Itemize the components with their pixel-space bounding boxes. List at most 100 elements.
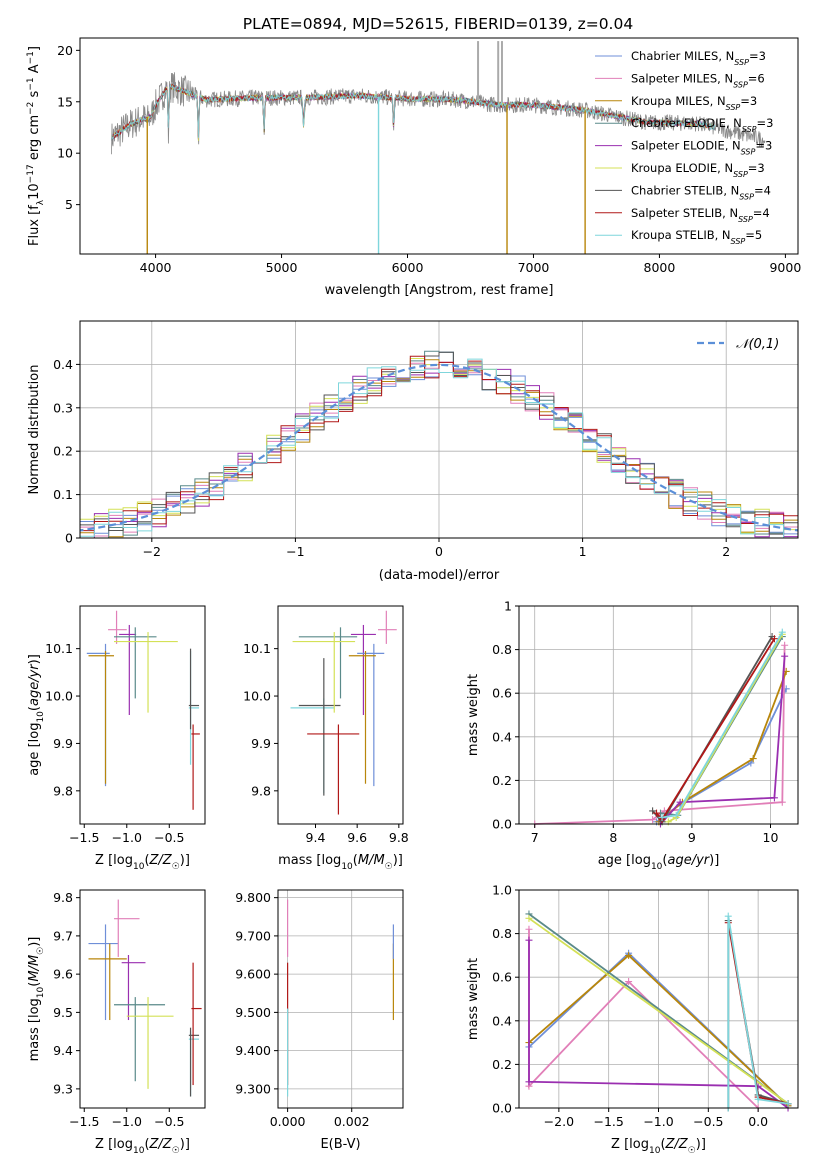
axes-frame bbox=[79, 605, 206, 825]
y-tick-label: 9.8 bbox=[251, 783, 271, 798]
y-tick-label: 0.4 bbox=[492, 729, 512, 744]
y-tick-label: 10.0 bbox=[45, 689, 73, 704]
x-tick-label: −0.5 bbox=[154, 830, 184, 845]
weight_vs_age-frame: 7 8 9 10 0.0 0.2 0.4 0.6 0.8 1 bbox=[492, 599, 799, 845]
weight_vs_age-axes: age [log10(age/yr)] mass weight bbox=[466, 605, 798, 872]
legend-sub: SSP bbox=[741, 147, 756, 156]
label-part: mass [log bbox=[278, 853, 341, 868]
age_vs_Z-points bbox=[86, 610, 200, 810]
x-axis-label: wavelength [Angstrom, rest frame] bbox=[325, 283, 554, 298]
legend-text: Kroupa MILES, N bbox=[631, 94, 726, 108]
y-tick-label: 15 bbox=[57, 94, 73, 109]
label-part: 10 bbox=[649, 1146, 661, 1156]
y-axis-label: mass [log10(M/M☉)] bbox=[27, 937, 46, 1062]
legend-entry: Chabrier MILES, NSSP=3 bbox=[631, 49, 766, 67]
y-axis-label: mass weight bbox=[466, 674, 481, 756]
label-part: Z/Z bbox=[149, 853, 173, 868]
age_vs_mass-points bbox=[290, 610, 397, 815]
weight-line bbox=[528, 917, 789, 1105]
weight-line bbox=[528, 940, 789, 1109]
x-axis-label: E(B-V) bbox=[320, 1137, 360, 1152]
y-tick-label: 0.4 bbox=[53, 357, 73, 372]
label-part: −17 bbox=[26, 164, 36, 183]
weight-marker bbox=[625, 978, 633, 986]
weight_vs_age-lines bbox=[531, 628, 790, 828]
y-tick-label: 10 bbox=[57, 146, 73, 161]
weight-marker bbox=[672, 811, 680, 819]
label-part: )] bbox=[393, 853, 403, 868]
legend-sub: SSP bbox=[742, 125, 757, 134]
weight-marker bbox=[781, 652, 789, 660]
y-tick-label: 0 bbox=[65, 531, 73, 546]
weight-marker bbox=[754, 1095, 762, 1103]
label-part: ( bbox=[662, 853, 667, 868]
y-tick-label: 9.9 bbox=[53, 736, 73, 751]
x-tick-label: −1.0 bbox=[112, 830, 142, 845]
label-part: ( bbox=[144, 853, 149, 868]
legend-sub: SSP bbox=[734, 58, 749, 67]
legend-sub: SSP bbox=[733, 170, 748, 179]
y-tick-label: 20 bbox=[57, 43, 73, 58]
weight-marker bbox=[658, 813, 666, 821]
x-tick-label: −2.0 bbox=[544, 1114, 574, 1129]
y-tick-label: 9.8 bbox=[53, 890, 73, 905]
x-tick-label: −1.5 bbox=[69, 830, 99, 845]
label-part: age/yr bbox=[667, 853, 710, 868]
legend-text: Salpeter MILES, N bbox=[631, 71, 733, 85]
legend-tail: =3 bbox=[748, 161, 765, 175]
weight-line bbox=[534, 645, 786, 825]
label-part: )] bbox=[709, 853, 719, 868]
x-axis-label: Z [log10(Z/Z☉)] bbox=[611, 1137, 706, 1156]
spectrum-plot bbox=[111, 41, 766, 254]
x-tick-label: 8000 bbox=[644, 260, 676, 275]
axes-frame bbox=[277, 605, 404, 825]
legend-entry: Kroupa MILES, NSSP=3 bbox=[631, 94, 757, 112]
weight-line bbox=[651, 636, 773, 824]
label-part: )] bbox=[696, 1137, 706, 1152]
x-tick-label: −1 bbox=[286, 544, 304, 559]
y-tick-label: 9.8 bbox=[53, 783, 73, 798]
label-part: ☉ bbox=[688, 1146, 696, 1156]
x-tick-label: −0.5 bbox=[693, 1114, 723, 1129]
age_vs_Z-frame: −1.5 −1.0 −0.5 9.8 9.9 10.0 10.1 bbox=[45, 605, 206, 845]
weight-marker bbox=[770, 794, 778, 802]
x-tick-label: 10 bbox=[763, 830, 779, 845]
label-part: ☉ bbox=[172, 862, 180, 872]
y-tick-label: 1 bbox=[504, 599, 512, 614]
model-spectrum-line bbox=[111, 82, 716, 141]
label-part: )] bbox=[180, 853, 190, 868]
y-tick-label: 9.600 bbox=[235, 967, 271, 982]
x-tick-label: −0.5 bbox=[154, 1114, 184, 1129]
legend-sub: SSP bbox=[733, 80, 748, 89]
weight-marker bbox=[649, 816, 657, 824]
weight-marker bbox=[653, 809, 661, 817]
weight-line bbox=[528, 929, 759, 1109]
y-tick-label: 9.700 bbox=[235, 928, 271, 943]
weight-line bbox=[659, 656, 786, 825]
y-tick-label: 0.2 bbox=[53, 444, 73, 459]
legend-entry: Salpeter ELODIE, NSSP=3 bbox=[631, 139, 772, 157]
axes-frame bbox=[79, 37, 799, 255]
label-part: ( bbox=[353, 853, 358, 868]
weight-marker bbox=[784, 1100, 792, 1108]
label-part: ☉ bbox=[172, 1146, 180, 1156]
y-tick-label: 10.1 bbox=[243, 641, 271, 656]
x-axis-label: Z [log10(Z/Z☉)] bbox=[95, 1137, 190, 1156]
y-tick-label: 0.6 bbox=[492, 970, 512, 985]
legend-text: Chabrier MILES, N bbox=[631, 49, 734, 63]
x-tick-label: 5000 bbox=[266, 260, 298, 275]
label-part: 10 bbox=[651, 862, 663, 872]
x-tick-label: 9.8 bbox=[389, 830, 409, 845]
y-tick-label: 9.3 bbox=[53, 1081, 73, 1096]
model-spectrum-line bbox=[111, 83, 716, 141]
label-part: ( bbox=[27, 706, 42, 711]
y-tick-label: 0.1 bbox=[53, 487, 73, 502]
label-part: age/yr bbox=[27, 663, 42, 706]
label-part: 10 bbox=[36, 986, 46, 998]
x-tick-label: 0 bbox=[435, 544, 443, 559]
x-tick-label: 7000 bbox=[518, 260, 550, 275]
legend-tail: =3 bbox=[755, 139, 772, 153]
age_vs_Z-axes: Z [log10(Z/Z☉)]age [log10(age/yr)] bbox=[27, 610, 200, 872]
x-axis-label: age [log10(age/yr)] bbox=[598, 853, 720, 872]
x-tick-label: 2 bbox=[722, 544, 730, 559]
